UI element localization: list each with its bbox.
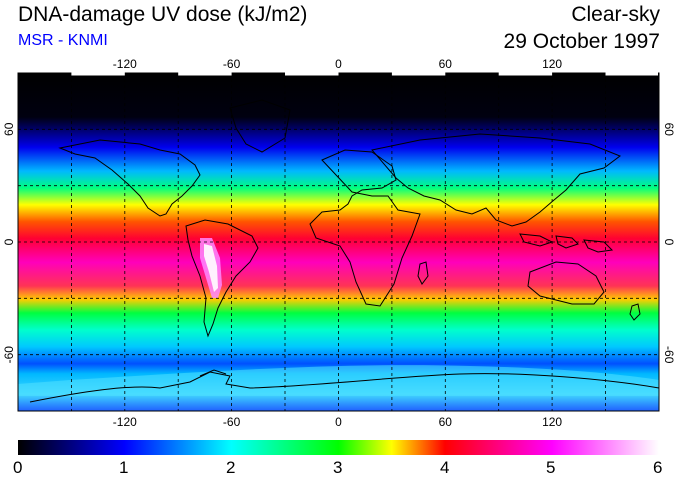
lon-tick-bottom-1: -120 [113, 415, 137, 429]
lon-tick-bottom-4: 60 [439, 415, 453, 429]
lon-tick-top-2: -60 [223, 57, 241, 71]
colorbar-label-3: 3 [333, 458, 343, 477]
colorbar [18, 440, 659, 455]
colorbar-label-5: 5 [546, 458, 556, 477]
lat-tick-left-3: -60 [2, 346, 16, 364]
lon-tick-top-1: -120 [113, 57, 137, 71]
lat-tick-right-2: 0 [662, 239, 676, 246]
map-source: MSR - KNMI [18, 32, 108, 49]
lat-tick-right-1: 60 [662, 123, 676, 137]
sky-condition: Clear-sky [571, 3, 660, 26]
map-date: 29 October 1997 [503, 30, 660, 53]
colorbar-label-6: 6 [653, 458, 663, 477]
lon-tick-top-5: 120 [542, 57, 562, 71]
lat-tick-right-3: -60 [662, 346, 676, 364]
colorbar-label-4: 4 [440, 458, 450, 477]
lon-tick-bottom-3: 0 [335, 415, 342, 429]
lat-tick-left-1: 60 [2, 122, 16, 136]
lat-tick-left-2: 0 [2, 238, 16, 245]
lon-tick-top-4: 60 [439, 57, 453, 71]
colorbar-label-1: 1 [119, 458, 129, 477]
colorbar-label-2: 2 [226, 458, 236, 477]
lon-tick-bottom-2: -60 [223, 415, 241, 429]
graticule [18, 73, 659, 411]
lon-tick-bottom-5: 120 [542, 415, 562, 429]
colorbar-label-0: 0 [13, 458, 23, 477]
map-title: DNA-damage UV dose (kJ/m2) [18, 3, 308, 26]
lon-tick-top-3: 0 [335, 57, 342, 71]
